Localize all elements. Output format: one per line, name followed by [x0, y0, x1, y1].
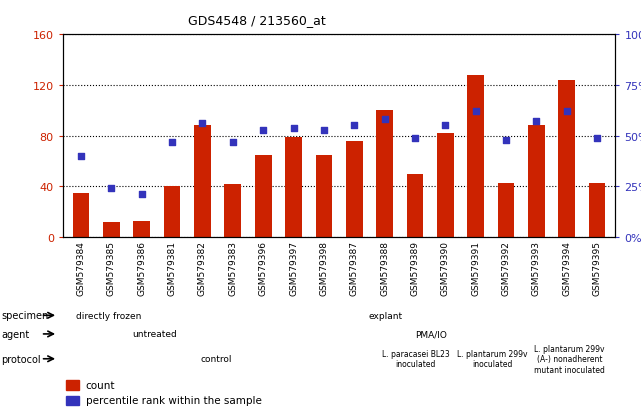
Bar — [376, 111, 393, 237]
Text: GSM579381: GSM579381 — [167, 241, 177, 296]
Text: GSM579393: GSM579393 — [532, 241, 541, 296]
Text: explant: explant — [368, 311, 402, 320]
Text: L. plantarum 299v
inoculated: L. plantarum 299v inoculated — [457, 349, 528, 368]
Text: GSM579390: GSM579390 — [441, 241, 450, 296]
Point — [288, 125, 299, 131]
Point — [440, 123, 451, 130]
Point — [410, 135, 420, 142]
Text: untreated: untreated — [133, 330, 178, 339]
Point — [76, 153, 86, 160]
Text: GSM579386: GSM579386 — [137, 241, 146, 296]
Point — [592, 135, 603, 142]
Bar — [437, 134, 454, 237]
Text: GSM579389: GSM579389 — [410, 241, 419, 296]
Text: GSM579395: GSM579395 — [593, 241, 602, 296]
Bar — [224, 184, 241, 237]
Text: agent: agent — [1, 329, 29, 339]
Text: GSM579392: GSM579392 — [501, 241, 511, 296]
Bar — [133, 221, 150, 237]
Text: control: control — [201, 354, 232, 363]
Text: L. plantarum 299v
(A-) nonadherent
mutant inoculated: L. plantarum 299v (A-) nonadherent mutan… — [534, 344, 604, 374]
Bar — [406, 174, 423, 237]
Text: GSM579397: GSM579397 — [289, 241, 298, 296]
Point — [106, 185, 117, 192]
Point — [379, 117, 390, 123]
Bar — [558, 81, 575, 237]
Bar — [67, 380, 79, 390]
Point — [562, 109, 572, 115]
Point — [137, 192, 147, 198]
Text: specimen: specimen — [1, 311, 49, 320]
Bar — [497, 183, 515, 237]
Text: GSM579396: GSM579396 — [259, 241, 268, 296]
Text: PMA/IO: PMA/IO — [415, 330, 447, 339]
Text: GSM579394: GSM579394 — [562, 241, 571, 296]
Text: GSM579385: GSM579385 — [107, 241, 116, 296]
Point — [319, 127, 329, 133]
Point — [197, 121, 208, 128]
Bar — [72, 193, 89, 237]
Bar — [315, 155, 332, 237]
Point — [349, 123, 360, 130]
Bar — [285, 138, 302, 237]
Text: GSM579382: GSM579382 — [198, 241, 207, 296]
Text: GSM579398: GSM579398 — [319, 241, 328, 296]
Text: GDS4548 / 213560_at: GDS4548 / 213560_at — [188, 14, 325, 27]
Bar — [467, 76, 484, 237]
Point — [258, 127, 269, 133]
Bar — [194, 126, 211, 237]
Point — [470, 109, 481, 115]
Text: L. paracasei BL23
inoculated: L. paracasei BL23 inoculated — [382, 349, 450, 368]
Text: percentile rank within the sample: percentile rank within the sample — [86, 395, 262, 405]
Point — [531, 119, 542, 126]
Bar — [346, 141, 363, 237]
Bar — [528, 126, 545, 237]
Bar — [589, 183, 606, 237]
Text: GSM579383: GSM579383 — [228, 241, 237, 296]
Point — [501, 137, 511, 144]
Text: GSM579388: GSM579388 — [380, 241, 389, 296]
Bar — [163, 187, 181, 237]
Text: GSM579384: GSM579384 — [76, 241, 85, 296]
Text: directly frozen: directly frozen — [76, 311, 142, 320]
Text: GSM579391: GSM579391 — [471, 241, 480, 296]
Bar — [103, 222, 120, 237]
Text: GSM579387: GSM579387 — [350, 241, 359, 296]
Text: protocol: protocol — [1, 354, 41, 364]
Bar — [255, 155, 272, 237]
Text: count: count — [86, 380, 115, 390]
Point — [228, 139, 238, 146]
Bar — [67, 396, 79, 405]
Point — [167, 139, 178, 146]
